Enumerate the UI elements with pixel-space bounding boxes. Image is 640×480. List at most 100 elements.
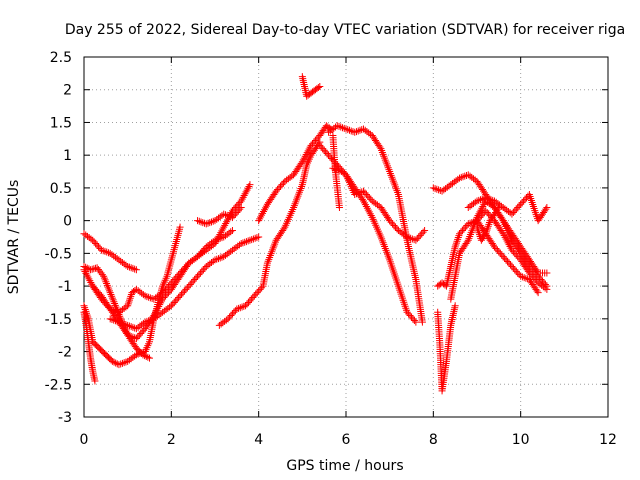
data-point [87,278,95,286]
data-point [202,220,210,228]
data-point [132,266,140,274]
data-point [186,280,194,288]
data-point [351,190,359,198]
data-point [494,205,502,213]
data-point [104,283,112,291]
data-point [167,302,175,310]
data-point [454,235,462,243]
data-point [82,269,90,277]
data-point [240,192,248,200]
data-point [511,249,519,257]
data-point [113,317,121,325]
data-point [418,230,426,238]
data-point [106,289,114,297]
data-point [483,194,491,202]
y-tick-label: 0 [63,214,72,230]
data-point [141,318,149,326]
data-point [233,305,241,313]
series-s18 [434,302,459,395]
data-point [157,290,165,298]
data-point [129,264,137,272]
data-point [125,263,133,271]
data-point [342,125,350,133]
data-point [166,303,174,311]
data-point [416,231,424,239]
data-point [108,315,116,323]
data-point [98,271,106,279]
x-tick-label: 8 [429,432,438,448]
data-point [323,150,331,158]
data-point [528,272,536,280]
data-point [132,351,140,359]
data-point [500,232,508,240]
data-point [124,262,132,270]
data-point [169,300,177,308]
data-point [527,271,535,279]
data-point [145,317,153,325]
data-point [221,211,229,219]
data-point [533,277,541,285]
data-point [141,292,149,300]
data-point [246,181,254,189]
data-point [124,321,132,329]
data-point [480,201,488,209]
data-point [106,315,114,323]
data-point [376,143,384,151]
data-point [108,357,116,365]
data-point [118,319,126,327]
data-point [288,172,296,180]
data-point [91,377,99,385]
data-point [509,264,517,272]
data-point [405,234,413,242]
data-point [113,308,121,316]
data-point [110,316,118,324]
data-point [170,298,178,306]
data-point [233,202,241,210]
data-point [473,217,481,225]
data-point [89,236,97,244]
data-point [520,274,528,282]
data-point [115,361,123,369]
data-point [242,238,250,246]
data-point [131,324,139,332]
data-point [309,140,317,148]
data-point [258,284,266,292]
data-point [479,202,487,210]
data-point [463,238,471,246]
data-point [344,126,352,134]
data-point [478,204,486,212]
data-point [505,241,513,249]
data-point [97,246,105,254]
data-point [101,276,109,284]
data-point [178,290,186,298]
data-point [487,196,495,204]
data-point [206,219,214,227]
data-point [247,295,255,303]
x-tick-label: 6 [342,432,351,448]
data-point [144,353,152,361]
data-point [495,204,503,212]
data-point [511,207,519,215]
data-point [375,202,383,210]
data-point [461,223,469,231]
data-point [261,204,269,212]
data-point [218,227,226,235]
data-point [194,217,202,225]
data-point [208,218,216,226]
data-point [108,294,116,302]
data-point [509,208,517,216]
data-point [131,334,139,342]
data-point [126,296,134,304]
data-point [429,184,437,192]
data-point [514,204,522,212]
data-point [352,128,360,136]
data-point [311,136,319,144]
data-point [335,122,343,130]
data-point [509,248,517,256]
series-s13 [316,141,420,326]
data-point [360,199,368,207]
data-point [107,290,115,298]
data-point [160,294,168,302]
data-point [335,204,343,212]
data-point [464,220,472,228]
